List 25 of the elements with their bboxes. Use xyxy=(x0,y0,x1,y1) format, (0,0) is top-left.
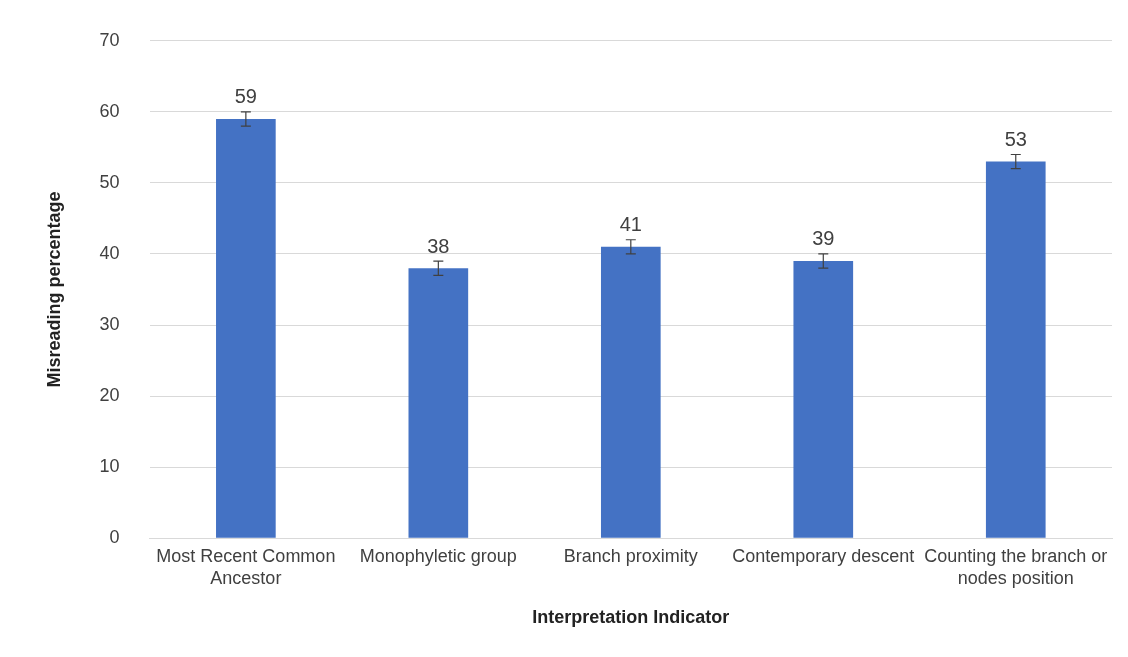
x-axis-title: Interpretation Indicator xyxy=(532,607,730,628)
x-tick-label: Branch proximity xyxy=(563,545,698,566)
y-tick-label: 20 xyxy=(99,385,120,406)
y-tick-label: 50 xyxy=(99,171,120,192)
bar xyxy=(408,268,469,538)
bar xyxy=(600,246,661,538)
y-tick-label: 70 xyxy=(99,29,120,50)
data-label: 41 xyxy=(619,213,642,236)
bar xyxy=(985,161,1046,538)
x-tick-label: Monophyletic group xyxy=(359,545,517,566)
x-tick-label: Counting the branch or nodes position xyxy=(924,545,1108,588)
x-tick-label: Contemporary descent xyxy=(732,545,915,566)
y-tick-label: 60 xyxy=(99,100,120,121)
y-tick-label: 10 xyxy=(99,456,120,477)
y-axis-title: Misreading percentage xyxy=(43,191,64,388)
y-tick-label: 0 xyxy=(109,527,120,548)
data-label: 53 xyxy=(1004,128,1027,151)
data-label: 59 xyxy=(234,85,257,108)
bar xyxy=(216,118,276,538)
y-tick-label: 30 xyxy=(99,314,120,334)
x-tick-label: Most Recent Common Ancestor xyxy=(156,545,336,588)
data-label: 39 xyxy=(812,227,835,250)
data-label: 38 xyxy=(427,234,450,257)
y-tick-label: 40 xyxy=(99,242,120,263)
bar xyxy=(793,261,854,538)
